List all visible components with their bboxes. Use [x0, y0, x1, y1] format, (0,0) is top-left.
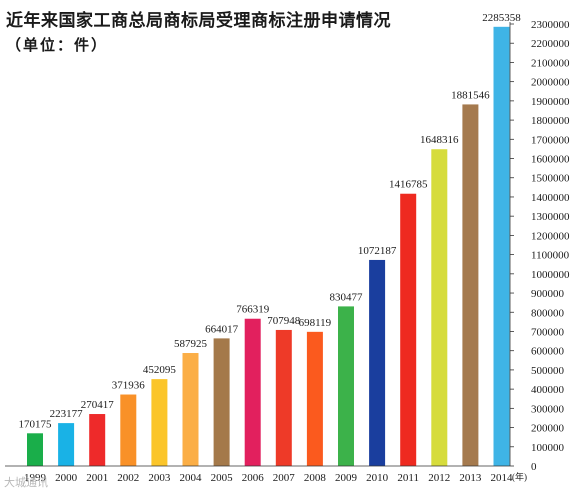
y-tick-label-1900000: 1900000	[531, 96, 570, 108]
y-tick-label-1400000: 1400000	[531, 192, 570, 204]
y-tick-label-2000000: 2000000	[531, 77, 570, 89]
bar-2012	[431, 149, 448, 467]
bar-2006	[244, 318, 261, 466]
x-tick-label-2009: 2009	[335, 472, 358, 484]
x-tick-label-2012: 2012	[428, 472, 450, 484]
bar-value-label-2005: 664017	[205, 323, 239, 335]
bar-2002	[120, 394, 137, 466]
bar-2001	[89, 414, 106, 466]
bar-2005	[213, 338, 230, 466]
x-tick-label-2000: 2000	[55, 472, 78, 484]
bar-value-label-2003: 452095	[143, 364, 177, 376]
bar-value-label-2014: 2285358	[482, 12, 521, 24]
x-tick-label-2003: 2003	[148, 472, 171, 484]
bar-value-label-2012: 1648316	[420, 134, 459, 146]
bars-group	[27, 26, 510, 467]
bar-2008	[306, 331, 323, 466]
bar-2013	[462, 104, 479, 467]
x-tick-label-2008: 2008	[304, 472, 327, 484]
y-tick-label-400000: 400000	[531, 384, 565, 396]
bar-value-label-2000: 223177	[50, 408, 84, 420]
y-tick-label-1200000: 1200000	[531, 230, 570, 242]
y-tick-label-200000: 200000	[531, 423, 565, 435]
y-tick-label-0: 0	[531, 461, 537, 473]
y-tick-label-1700000: 1700000	[531, 134, 570, 146]
bar-2010	[369, 259, 386, 466]
bar-value-label-2009: 830477	[330, 291, 364, 303]
bar-2009	[338, 306, 354, 466]
x-tick-label-2011: 2011	[397, 472, 419, 484]
x-tick-label-2007: 2007	[273, 472, 296, 484]
y-tick-label-500000: 500000	[531, 365, 565, 377]
bar-2011	[400, 193, 417, 467]
bar-2007	[275, 329, 292, 466]
bar-2000	[58, 423, 75, 466]
y-tick-label-1000000: 1000000	[531, 269, 570, 281]
y-tick-label-900000: 900000	[531, 288, 565, 300]
y-tick-label-2200000: 2200000	[531, 38, 570, 50]
y-tick-label-700000: 700000	[531, 326, 565, 338]
x-tick-label-2001: 2001	[86, 472, 108, 484]
y-tick-label-300000: 300000	[531, 403, 565, 415]
bar-value-label-2011: 1416785	[389, 179, 428, 191]
bar-value-label-2007: 707948	[267, 315, 301, 327]
y-tick-label-600000: 600000	[531, 346, 565, 358]
bar-value-label-1999: 170175	[19, 418, 53, 430]
y-tick-label-1100000: 1100000	[531, 250, 570, 262]
bar-value-label-2001: 270417	[81, 399, 115, 411]
y-tick-label-1800000: 1800000	[531, 115, 570, 127]
y-tick-label-2300000: 2300000	[531, 19, 570, 31]
bar-2014	[493, 26, 510, 467]
watermark-text: 大城通讯	[4, 476, 48, 489]
x-tick-label-2002: 2002	[117, 472, 139, 484]
chart-title: 近年来国家工商总局商标局受理商标注册申请情况	[6, 11, 391, 31]
x-tick-label-2010: 2010	[366, 472, 389, 484]
bar-value-label-2013: 1881546	[451, 89, 490, 101]
y-tick-label-1600000: 1600000	[531, 154, 570, 166]
y-tick-label-1500000: 1500000	[531, 173, 570, 185]
y-tick-label-2100000: 2100000	[531, 57, 570, 69]
bar-value-label-2008: 698119	[299, 317, 332, 329]
y-tick-label-100000: 100000	[531, 442, 565, 454]
x-tick-label-2006: 2006	[242, 472, 265, 484]
bar-value-label-2006: 766319	[236, 304, 270, 316]
y-tick-label-1300000: 1300000	[531, 211, 570, 223]
y-axis: 0 100000 200000 300000 400000 500000 600000 700…	[509, 19, 570, 473]
x-axis-unit-label: (年)	[512, 471, 527, 482]
x-tick-label-2005: 2005	[211, 472, 234, 484]
bar-2004	[182, 353, 199, 466]
bar-value-label-2004: 587925	[174, 338, 208, 350]
bar-1999	[27, 433, 43, 466]
x-tick-label-1999: 1999	[24, 472, 47, 484]
bar-value-label-2002: 371936	[112, 380, 146, 392]
x-tick-label-2013: 2013	[459, 472, 482, 484]
chart-subtitle: （单位：件）	[6, 36, 109, 54]
x-tick-label-2004: 2004	[180, 472, 203, 484]
bar-value-label-2010: 1072187	[358, 245, 397, 257]
x-axis: 1999 2000 2001 2002 2003 2004 2005 2006 2007 2008…	[5, 465, 527, 484]
x-tick-label-2014: 2014	[491, 472, 514, 484]
bar-2003	[151, 379, 168, 466]
y-tick-label-800000: 800000	[531, 307, 565, 319]
